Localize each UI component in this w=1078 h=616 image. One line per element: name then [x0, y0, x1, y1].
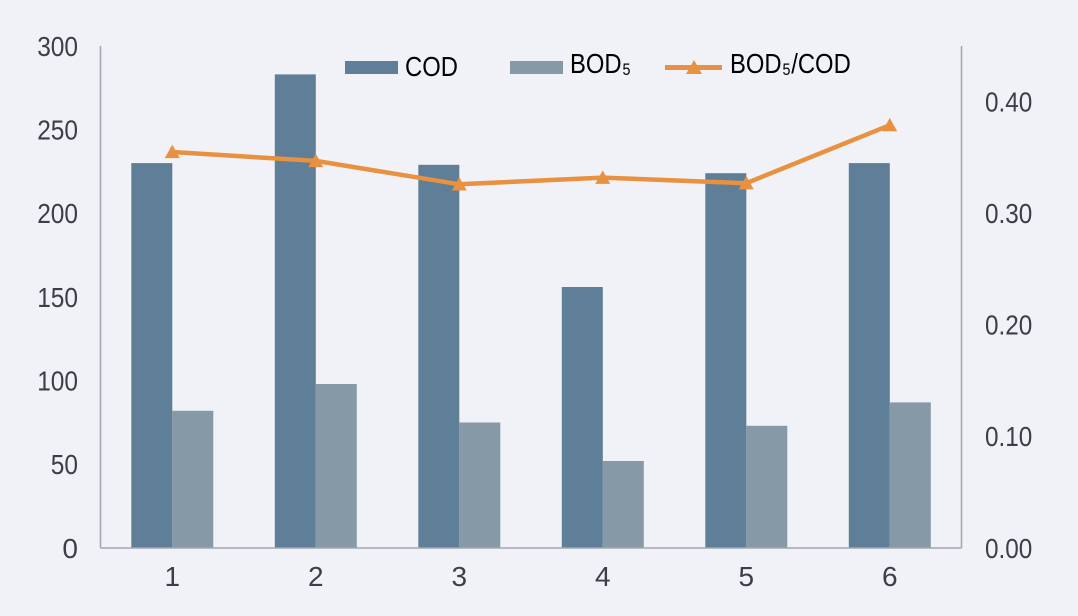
subscript-digit: 5 — [622, 60, 631, 80]
marker-triangle-3 — [451, 177, 467, 191]
bar-bod-2 — [315, 384, 357, 548]
bar-cod-5 — [705, 173, 747, 548]
bar-cod-3 — [418, 164, 460, 549]
legend-swatch-bod5 — [510, 60, 563, 74]
legend-triangle-marker-icon — [686, 60, 702, 74]
left-axis-tick-0: 0 — [62, 533, 78, 564]
marker-triangle-6 — [882, 117, 898, 132]
left-axis-tick-200: 200 — [37, 198, 78, 229]
x-axis-label-5: 5 — [738, 561, 754, 592]
bar-bod-6 — [889, 402, 931, 548]
legend-swatch-cod — [345, 60, 398, 74]
bar-bod-4 — [602, 461, 644, 548]
right-axis-tick-0.40: 0.40 — [985, 87, 1032, 118]
x-axis-label-4: 4 — [595, 561, 611, 592]
left-axis-tick-150: 150 — [37, 282, 78, 313]
bar-bod-3 — [459, 422, 501, 548]
bar-bod-5 — [746, 425, 788, 548]
legend-item-bod5-cod-ratio[interactable]: BOD5/COD — [665, 48, 872, 86]
bar-cod-1 — [131, 163, 173, 548]
x-axis-label-6: 6 — [882, 561, 898, 592]
left-axis-tick-50: 50 — [51, 449, 78, 480]
left-axis-tick-250: 250 — [37, 114, 78, 145]
marker-triangle-1 — [164, 144, 180, 159]
legend-item-bod5[interactable]: BOD5 — [510, 48, 642, 86]
x-axis-label-2: 2 — [308, 561, 324, 592]
legend-swatch-bod5-cod-ratio — [665, 59, 722, 75]
right-axis-tick-0.20: 0.20 — [985, 310, 1032, 341]
marker-triangle-2 — [308, 153, 324, 168]
right-axis-tick-0.10: 0.10 — [985, 421, 1032, 452]
marker-triangle-5 — [738, 175, 754, 190]
bar-cod-2 — [274, 74, 316, 549]
bar-cod-4 — [561, 287, 603, 548]
x-axis-label-3: 3 — [451, 561, 467, 592]
legend-label-bod5-cod-ratio: BOD5/COD — [730, 48, 851, 80]
legend-label-bod5: BOD5 — [570, 48, 631, 80]
legend-label-cod: COD — [405, 51, 458, 82]
bar-bod-1 — [172, 410, 214, 548]
subscript-digit: 5 — [782, 60, 791, 80]
right-axis-tick-0.00: 0.00 — [985, 533, 1032, 564]
marker-triangle-4 — [595, 170, 611, 184]
legend-item-cod[interactable]: COD — [345, 48, 467, 86]
chart-legend: COD BOD5 BOD5/COD — [0, 48, 1078, 86]
line-bodcod — [170, 122, 893, 187]
x-axis-label-1: 1 — [164, 561, 180, 592]
right-axis-tick-0.30: 0.30 — [985, 198, 1032, 229]
left-axis-tick-300: 300 — [37, 31, 78, 62]
bar-cod-6 — [848, 163, 890, 548]
left-axis-tick-100: 100 — [37, 365, 78, 396]
